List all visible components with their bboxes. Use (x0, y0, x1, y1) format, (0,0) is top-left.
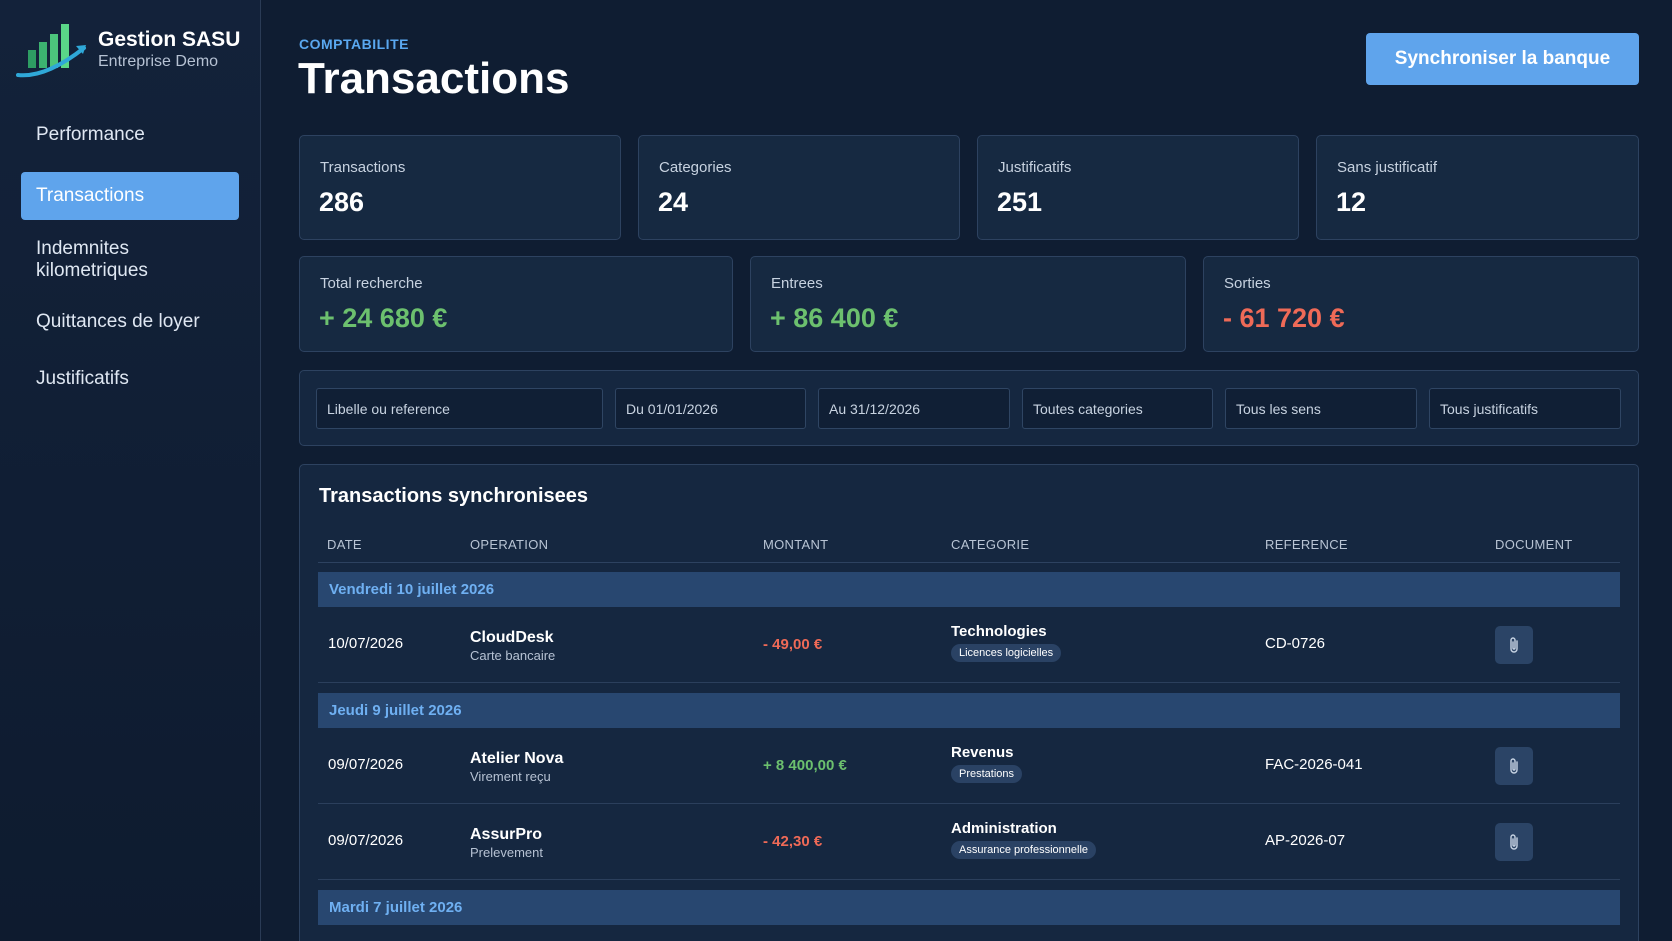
row-reference: FAC-2026-041 (1265, 756, 1363, 773)
date-group-header: Mardi 7 juillet 2026 (318, 890, 1620, 925)
sidebar-item-label: Quittances de loyer (36, 311, 200, 332)
sidebar: Gestion SASU Entreprise Demo Performance… (0, 0, 261, 941)
sidebar-item-transactions[interactable]: Transactions (21, 172, 239, 220)
operation-type: Virement reçu (470, 769, 551, 784)
documents-select[interactable]: Tous justificatifs (1429, 388, 1621, 429)
total-label: Entrees (771, 275, 823, 292)
stat-label: Categories (659, 159, 732, 176)
section-eyebrow: COMPTABILITE (299, 36, 409, 52)
operation-name: CloudDesk (470, 629, 554, 646)
row-amount: - 42,30 € (763, 833, 823, 850)
subcategory-badge: Assurance professionnelle (951, 841, 1097, 859)
row-category: Technologies Licences logicielles (951, 623, 1062, 662)
total-value: + 24 680 € (319, 303, 448, 333)
total-card-sorties: Sorties - 61 720 € (1203, 256, 1639, 352)
paperclip-icon (1510, 758, 1518, 774)
category-name: Administration (951, 820, 1057, 837)
operation-type: Prelevement (470, 845, 543, 860)
main-content: COMPTABILITE Transactions Synchroniser l… (261, 0, 1672, 941)
total-label: Total recherche (320, 275, 423, 292)
paperclip-icon (1510, 834, 1518, 850)
stat-card-sans-justificatif: Sans justificatif 12 (1316, 135, 1639, 240)
sidebar-item-label: Indemnites kilometriques (36, 238, 148, 281)
row-reference: AP-2026-07 (1265, 832, 1346, 849)
brand-subtitle: Entreprise Demo (98, 53, 219, 70)
total-value: - 61 720 € (1223, 303, 1345, 333)
stat-value: 12 (1336, 187, 1367, 217)
sidebar-item-label: Justificatifs (36, 368, 129, 389)
sync-bank-button[interactable]: Synchroniser la banque (1366, 33, 1639, 85)
paperclip-icon (1510, 637, 1518, 653)
header-divider (318, 562, 1620, 563)
row-category: Revenus Prestations (951, 744, 1023, 783)
sidebar-item-label: Performance (36, 124, 145, 145)
table-title: Transactions synchronisees (319, 485, 589, 507)
stat-value: 24 (658, 187, 689, 217)
date-to-field[interactable]: Au 31/12/2026 (818, 388, 1010, 429)
column-header-date: DATE (327, 537, 362, 552)
search-input[interactable]: Libelle ou reference (316, 388, 603, 429)
row-amount: - 49,00 € (763, 636, 823, 653)
stat-label: Sans justificatif (1337, 159, 1438, 176)
column-header-montant: MONTANT (763, 537, 829, 552)
sidebar-item-indemnites-kilometriques[interactable]: Indemnites kilometriques (21, 234, 239, 286)
sidebar-item-justificatifs[interactable]: Justificatifs (21, 357, 239, 401)
attach-document-button[interactable] (1495, 626, 1533, 664)
subcategory-badge: Licences logicielles (951, 644, 1062, 662)
direction-select[interactable]: Tous les sens (1225, 388, 1417, 429)
row-date: 09/07/2026 (328, 756, 404, 773)
stat-card-justificatifs: Justificatifs 251 (977, 135, 1299, 240)
brand-name: Gestion SASU (98, 28, 241, 51)
category-name: Technologies (951, 623, 1047, 640)
sidebar-item-label: Transactions (36, 185, 145, 206)
operation-name: AssurPro (470, 826, 543, 843)
stat-value: 286 (319, 187, 365, 217)
total-value: + 86 400 € (770, 303, 899, 333)
sidebar-item-quittances-de-loyer[interactable]: Quittances de loyer (21, 300, 239, 344)
table-row[interactable]: 10/07/2026 CloudDesk Carte bancaire - 49… (318, 607, 1620, 683)
page-title: Transactions (298, 54, 570, 103)
brand[interactable]: Gestion SASU Entreprise Demo (16, 20, 240, 80)
stat-label: Transactions (320, 159, 406, 176)
filter-bar: Libelle ou reference Du 01/01/2026 Au 31… (299, 370, 1639, 446)
table-row[interactable]: 09/07/2026 AssurPro Prelevement - 42,30 … (318, 804, 1620, 880)
row-category: Administration Assurance professionnelle (951, 820, 1097, 859)
row-date: 10/07/2026 (328, 635, 404, 652)
column-header-reference: REFERENCE (1265, 537, 1348, 552)
date-group-header: Vendredi 10 juillet 2026 (318, 572, 1620, 607)
column-header-categorie: CATEGORIE (951, 537, 1030, 552)
row-operation: AssurPro Prelevement (470, 826, 543, 860)
date-group-header: Jeudi 9 juillet 2026 (318, 693, 1620, 728)
transactions-table: Transactions synchronisees DATE OPERATIO… (299, 464, 1639, 941)
column-header-operation: OPERATION (470, 537, 549, 552)
date-from-field[interactable]: Du 01/01/2026 (615, 388, 806, 429)
sidebar-item-performance[interactable]: Performance (21, 113, 239, 157)
sidebar-nav: Performance Transactions Indemnites kilo… (21, 113, 239, 401)
column-header-document: DOCUMENT (1495, 537, 1573, 552)
category-name: Revenus (951, 744, 1014, 761)
row-date: 09/07/2026 (328, 832, 404, 849)
row-reference: CD-0726 (1265, 635, 1326, 652)
total-label: Sorties (1224, 275, 1271, 292)
table-row[interactable]: 09/07/2026 Atelier Nova Virement reçu + … (318, 728, 1620, 804)
subcategory-badge: Prestations (951, 765, 1023, 783)
stat-card-transactions: Transactions 286 (299, 135, 621, 240)
stat-label: Justificatifs (998, 159, 1072, 176)
operation-type: Carte bancaire (470, 648, 556, 663)
stat-value: 251 (997, 187, 1043, 217)
total-card-entrees: Entrees + 86 400 € (750, 256, 1186, 352)
row-operation: CloudDesk Carte bancaire (470, 629, 555, 663)
bar-chart-growth-logo (16, 24, 86, 78)
category-select[interactable]: Toutes categories (1022, 388, 1213, 429)
operation-name: Atelier Nova (470, 750, 564, 767)
row-amount: + 8 400,00 € (763, 757, 847, 774)
stat-card-categories: Categories 24 (638, 135, 960, 240)
attach-document-button[interactable] (1495, 823, 1533, 861)
row-operation: Atelier Nova Virement reçu (470, 750, 563, 784)
total-card-recherche: Total recherche + 24 680 € (299, 256, 733, 352)
attach-document-button[interactable] (1495, 747, 1533, 785)
